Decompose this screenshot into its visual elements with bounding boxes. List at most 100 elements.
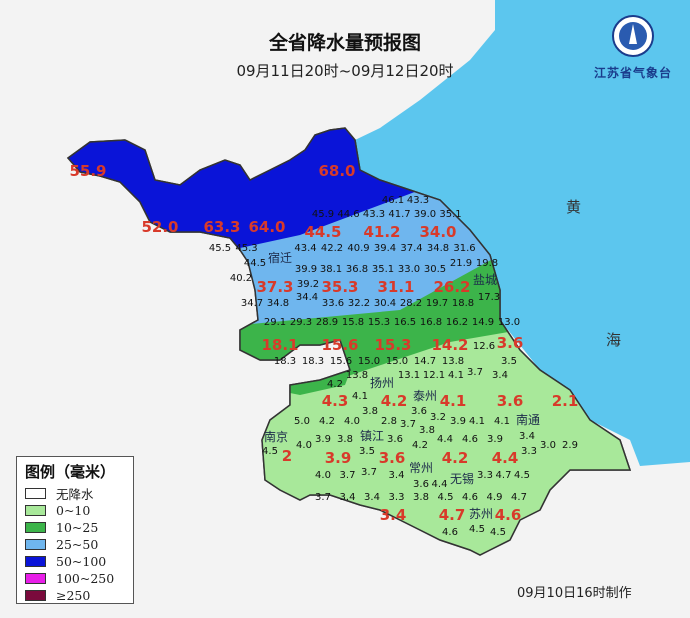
station-value: 15.6 [330,356,352,367]
station-value: 45.9 [312,209,334,220]
peak-value: 3.9 [325,449,352,467]
station-value: 3.3 [389,492,405,503]
station-value: 12.1 [423,370,445,381]
sea-labels: 黄 海 [566,198,621,349]
station-value: 14.7 [414,356,436,367]
station-value: 19.7 [426,298,448,309]
station-value: 4.2 [319,416,335,427]
station-value: 40.2 [230,273,252,284]
station-value: 2.8 [381,416,397,427]
city-label: 南通 [516,412,540,427]
peak-value: 31.1 [377,278,414,296]
station-value: 3.3 [477,470,493,481]
station-value: 4.5 [438,492,454,503]
peak-value: 4.4 [492,449,519,467]
station-value: 4.5 [262,446,278,457]
legend-swatch [25,539,46,550]
city-label: 泰州 [413,389,437,403]
station-value: 37.4 [400,243,422,254]
legend-item: 无降水 [25,485,125,502]
station-value: 3.4 [519,431,535,442]
legend-item: 10~25 [25,519,125,536]
station-value: 3.4 [340,492,356,503]
peak-value: 41.2 [363,223,400,241]
station-value: 45.5 [209,243,231,254]
legend-item: 0~10 [25,502,125,519]
station-value: 3.2 [430,412,446,423]
peak-value: 3.4 [380,506,407,524]
station-value: 3.7 [361,467,377,478]
station-value: 4.9 [487,492,503,503]
station-value: 29.1 [264,317,286,328]
station-value: 3.9 [487,434,503,445]
station-value: 4.5 [514,470,530,481]
peak-value: 4.6 [495,506,522,524]
station-value: 43.3 [363,209,385,220]
station-value: 4.0 [315,470,331,481]
station-value: 3.8 [337,434,353,445]
station-value: 15.0 [358,356,380,367]
station-value: 28.9 [316,317,338,328]
legend: 图例（毫米） 无降水 0~10 10~25 25~50 50~100 100~250 ≥25… [16,456,134,604]
peak-value: 3.6 [379,449,406,467]
peak-value: 15.6 [321,336,358,354]
legend-item: ≥250 [25,587,125,604]
issue-time: 09月10日16时制作 [517,586,632,601]
station-value: 46.1 [382,195,404,206]
peak-value: 68.0 [318,162,355,180]
station-value: 18.3 [302,356,324,367]
station-value: 39.9 [295,264,317,275]
station-value: 30.4 [374,298,396,309]
station-value: 36.8 [346,264,368,275]
legend-item: 100~250 [25,570,125,587]
sea-label: 海 [606,331,621,349]
station-value: 35.1 [372,264,394,275]
station-value: 4.5 [469,524,485,535]
station-value: 3.5 [359,446,375,457]
station-value: 34.8 [427,243,449,254]
station-value: 4.0 [344,416,360,427]
emblem-icon [612,15,654,57]
peak-value: 63.3 [203,218,240,236]
station-value: 14.9 [472,317,494,328]
station-value: 42.2 [321,243,343,254]
station-value: 3.4 [492,370,508,381]
legend-item: 25~50 [25,536,125,553]
station-value: 34.4 [296,292,318,303]
station-value: 44.6 [337,209,359,220]
station-value: 33.6 [322,298,344,309]
station-value: 15.3 [368,317,390,328]
station-value: 3.6 [413,479,429,490]
station-value: 13.0 [498,317,520,328]
city-label: 盐城 [473,273,497,287]
station-value: 4.4 [437,434,453,445]
forecast-period: 09月11日20时~09月12日20时 [236,62,454,80]
station-value: 13.8 [346,370,368,381]
peak-value: 2 [282,447,292,465]
station-value: 3.9 [315,434,331,445]
station-value: 2.9 [562,440,578,451]
station-value: 17.3 [478,292,500,303]
station-value: 3.8 [419,425,435,436]
station-value: 4.7 [496,470,512,481]
peak-value: 2.1 [552,392,579,410]
city-label: 南京 [264,429,288,444]
station-value: 4.7 [511,492,527,503]
station-value: 29.3 [290,317,312,328]
station-value: 3.6 [387,434,403,445]
peak-value: 44.5 [304,223,341,241]
station-value: 34.7 [241,298,263,309]
legend-label: 100~250 [56,571,115,586]
legend-swatch [25,556,46,567]
logo: 江苏省气象台 [588,14,678,81]
station-value: 41.7 [388,209,410,220]
station-value: 3.0 [540,440,556,451]
station-value: 16.5 [394,317,416,328]
legend-swatch [25,505,46,516]
city-label: 苏州 [469,507,493,521]
station-value: 4.4 [432,479,448,490]
station-value: 3.7 [340,470,356,481]
station-value: 3.8 [362,406,378,417]
